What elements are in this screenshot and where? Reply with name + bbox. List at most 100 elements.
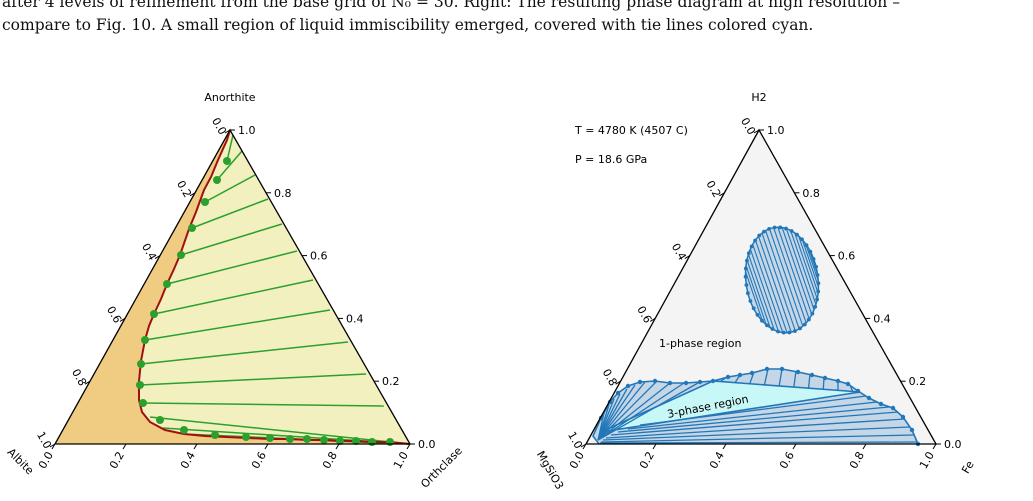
left-edge-tick-label: 0.4: [139, 241, 159, 263]
right-ternary-diagram: 0.0 1.00.00.2 0.80.20.4 0.60.40.6 0.40.60.8 0…: [534, 91, 977, 492]
caption-line-1: after 4 levels of refinement from the ba…: [2, 0, 900, 11]
left-edge-tick-label: 0.0: [209, 115, 229, 137]
left-tie-line: [149, 416, 411, 445]
left-tick: [224, 129, 231, 134]
right-boundary-point: [795, 369, 801, 375]
left-triangle-outline: [53, 128, 412, 445]
left-boundary-point: [223, 157, 231, 165]
caption-line-2: compare to Fig. 10. A small region of li…: [2, 16, 814, 34]
left-boundary-point: [320, 436, 328, 444]
bottom-tick: [335, 443, 340, 450]
right-diagram-left-tick: [649, 317, 656, 322]
right-boundary-point: [810, 311, 815, 316]
right-immiscibility-tie-line: [773, 227, 807, 324]
right-tie-line: [597, 380, 658, 441]
left-tick: [49, 443, 56, 448]
left-tie-line: [139, 373, 367, 386]
right-tie-line: [597, 384, 636, 441]
right-immiscibility-tie-line: [745, 265, 767, 325]
right-immiscibility-tie-line: [765, 230, 800, 330]
right-edge-tick-label: 0.8: [274, 187, 292, 200]
right-boundary-point: [749, 244, 754, 249]
right-diagram-right-tick-label: 0.4: [873, 312, 891, 325]
right-boundary-point: [625, 383, 631, 389]
right-boundary-point: [776, 329, 780, 334]
right-boundary-point: [855, 388, 861, 394]
left-boundary-point: [368, 438, 376, 446]
right-boundary-point: [683, 380, 689, 386]
left-liquidus-boundary: [138, 129, 411, 445]
left-boundary-point: [137, 360, 145, 368]
right-immiscibility-tie-line: [757, 236, 792, 333]
left-edge-tick-label: 0.8: [69, 367, 89, 389]
left-boundary-point: [386, 438, 394, 446]
right-diagram-bottom-tick-label: 0.6: [777, 449, 797, 471]
right-boundary-point: [753, 238, 757, 243]
right-boundary-point: [652, 378, 658, 384]
right-boundary-point: [793, 329, 797, 333]
right-left-label: MgSiO3: [534, 449, 566, 492]
left-right-label: Orthclase: [418, 444, 465, 491]
right-boundary-point: [822, 375, 828, 381]
right-immiscibility-tie-lines: [745, 227, 819, 333]
right-diagram-bottom-tick-label: 0.2: [637, 449, 657, 471]
right-diagram-bottom-tick: [862, 443, 867, 450]
right-boundary-point: [765, 323, 769, 328]
right-boundary-point: [800, 237, 804, 242]
right-boundary-point: [749, 370, 755, 376]
right-boundary-point: [900, 414, 906, 420]
right-immiscibility-tie-line: [761, 232, 796, 332]
left-tick: [154, 255, 161, 260]
right-boundary-point: [816, 289, 821, 294]
right-tick-marks: 0.0 1.00.00.2 0.80.20.4 0.60.40.6 0.40.60.8 0…: [565, 115, 961, 471]
right-triangle-outline: [584, 128, 938, 445]
right-diagram-bottom-tick-label: 0.0: [567, 449, 587, 471]
right-boundary-point: [637, 379, 643, 385]
right-tie-line: [597, 388, 628, 441]
right-diagram-left-tick-label: 0.6: [634, 304, 654, 326]
right-boundary-point: [835, 378, 841, 384]
right-boundary-point: [743, 266, 748, 271]
right-boundary-point: [737, 372, 743, 378]
right-tie-line: [597, 382, 671, 441]
right-boundary-point: [772, 225, 777, 230]
right-boundary-point: [615, 390, 621, 396]
right-boundary-point: [795, 232, 799, 237]
right-diagram-bottom-tick-label: 0.8: [847, 449, 867, 471]
left-tie-line: [226, 134, 234, 162]
right-boundary-point: [745, 258, 749, 263]
right-boundary-point: [845, 381, 851, 387]
left-boundary-point: [188, 224, 196, 232]
left-boundary-point: [201, 198, 209, 206]
right-boundary-point: [757, 233, 762, 238]
right-boundary-point: [784, 226, 788, 231]
right-boundary-point: [743, 274, 748, 279]
left-edge-tick-label: 0.6: [104, 304, 124, 326]
right-tie-line: [627, 401, 878, 430]
right-immiscibility-tie-line: [794, 232, 818, 300]
right-diagram-left-tick-label: 0.0: [738, 115, 758, 137]
left-tick-marks: 0.0 1.00.00.2 0.80.20.4 0.60.40.6 0.40.60.8 0…: [34, 115, 435, 471]
right-immiscibility-tie-line: [746, 259, 771, 328]
right-diagram-bottom-tick: [932, 443, 937, 450]
right-boundary-point: [667, 380, 673, 386]
right-diagram-left-tick-label: 0.4: [669, 241, 689, 263]
left-boundary-point: [139, 399, 147, 407]
left-tick: [189, 192, 196, 197]
right-diagram-right-tick-label: 0.2: [909, 375, 927, 388]
right-immiscibility-tie-line: [798, 235, 819, 294]
pressure-label: P = 18.6 GPa: [575, 153, 647, 166]
right-boundary-points: [598, 225, 921, 447]
right-boundary-point: [697, 379, 703, 385]
bottom-edge-tick-label: 0.2: [107, 449, 127, 471]
right-boundary-point: [811, 257, 816, 261]
right-diagram-bottom-tick-label: 0.4: [707, 449, 727, 471]
right-diagram-left-tick-label: 0.2: [703, 178, 723, 200]
right-diagram-left-tick: [684, 255, 691, 260]
right-tie-line: [617, 406, 890, 433]
right-immiscibility-tie-line: [790, 230, 817, 305]
right-edge-tick-label: 0.0: [418, 438, 436, 451]
right-edge-tick-label: 0.4: [346, 312, 364, 325]
right-tie-line: [599, 441, 918, 444]
